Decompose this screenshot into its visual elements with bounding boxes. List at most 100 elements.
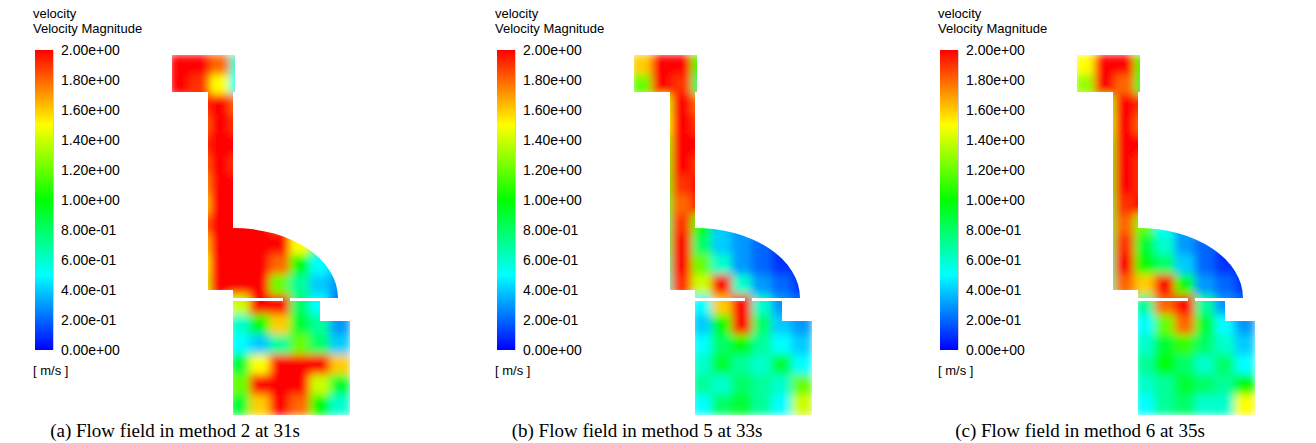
tick-label: 2.00e-01 [523, 312, 578, 328]
cell [1135, 115, 1156, 136]
cell [1155, 335, 1176, 356]
cell [692, 375, 713, 396]
cell [1115, 135, 1136, 156]
cell [330, 375, 351, 396]
cell [290, 355, 311, 376]
cell [1195, 315, 1216, 336]
tick: 1.00e+00 [958, 192, 1025, 208]
cell [1175, 255, 1196, 276]
subtitle: Velocity Magnitude [495, 21, 604, 36]
cell [772, 395, 793, 416]
cell [1155, 355, 1176, 376]
tick-label: 1.80e+00 [966, 72, 1025, 88]
cell [1135, 95, 1156, 116]
cells [170, 55, 351, 416]
tick: 1.20e+00 [515, 162, 582, 178]
cell [1075, 55, 1096, 76]
cell [1135, 235, 1156, 256]
cell [1135, 155, 1156, 176]
cell [210, 75, 231, 96]
caption: (b) Flow field in method 5 at 33s [512, 420, 763, 442]
cell [692, 215, 713, 236]
tick-label: 1.00e+00 [61, 192, 120, 208]
tick: 1.40e+00 [515, 132, 582, 148]
tick: 2.00e-01 [958, 312, 1021, 328]
panel: velocityVelocity Magnitude2.00e+001.80e+… [938, 6, 1256, 442]
cell [1095, 95, 1116, 116]
tick-label: 1.20e+00 [966, 162, 1025, 178]
cell [692, 275, 713, 296]
cell [1215, 255, 1236, 276]
cell [1075, 75, 1096, 96]
cell [752, 375, 773, 396]
cell [1195, 255, 1216, 276]
cell [772, 335, 793, 356]
cell [310, 235, 331, 256]
cell [712, 275, 733, 296]
cell [692, 115, 713, 136]
axis-line [958, 51, 959, 351]
cell [712, 375, 733, 396]
tick: 0.00e+00 [515, 342, 582, 358]
cell [792, 295, 813, 316]
cell [290, 255, 311, 276]
cell [732, 295, 753, 316]
cell [230, 255, 251, 276]
cell [672, 115, 693, 136]
cell [230, 75, 251, 96]
tick-label: 1.20e+00 [61, 162, 120, 178]
cell [1135, 175, 1156, 196]
cell [330, 255, 351, 276]
cell [270, 395, 291, 416]
cell [330, 295, 351, 316]
cell [1135, 275, 1156, 296]
cell [170, 55, 191, 76]
tick: 8.00e-01 [515, 222, 578, 238]
tick-label: 8.00e-01 [61, 222, 116, 238]
cell [652, 195, 673, 216]
colorbar-axis: 2.00e+001.80e+001.60e+001.40e+001.20e+00… [515, 42, 582, 358]
tick: 1.80e+00 [515, 72, 582, 88]
cell [1135, 255, 1156, 276]
cell [310, 375, 331, 396]
cell [1115, 215, 1136, 236]
tick-label: 4.00e-01 [966, 282, 1021, 298]
tick: 6.00e-01 [53, 252, 116, 268]
cell [310, 315, 331, 336]
cell [1175, 215, 1196, 236]
axis-line [53, 51, 54, 351]
tick-label: 4.00e-01 [523, 282, 578, 298]
cell [1155, 315, 1176, 336]
cell [210, 195, 231, 216]
cell [1155, 375, 1176, 396]
cell [230, 115, 251, 136]
cell [210, 135, 231, 156]
cell [1135, 295, 1156, 316]
cell [310, 255, 331, 276]
tick: 4.00e-01 [53, 282, 116, 298]
tick: 2.00e+00 [515, 42, 582, 58]
colorbar-label: [ m/s ] [938, 363, 973, 378]
cell [310, 295, 331, 316]
cell [672, 155, 693, 176]
cell [1115, 75, 1136, 96]
cell [672, 175, 693, 196]
cell [1215, 315, 1236, 336]
tick-label: 1.20e+00 [523, 162, 582, 178]
cell [732, 335, 753, 356]
cell [1155, 395, 1176, 416]
cell [732, 255, 753, 276]
cell [652, 255, 673, 276]
cell [1095, 215, 1116, 236]
tick-label: 8.00e-01 [523, 222, 578, 238]
cell [1115, 195, 1136, 216]
cell [230, 135, 251, 156]
cell [652, 55, 673, 76]
cell [752, 395, 773, 416]
cell [772, 275, 793, 296]
cell [210, 255, 231, 276]
cell [692, 75, 713, 96]
cell [1215, 275, 1236, 296]
cell [692, 355, 713, 376]
cell [632, 55, 653, 76]
